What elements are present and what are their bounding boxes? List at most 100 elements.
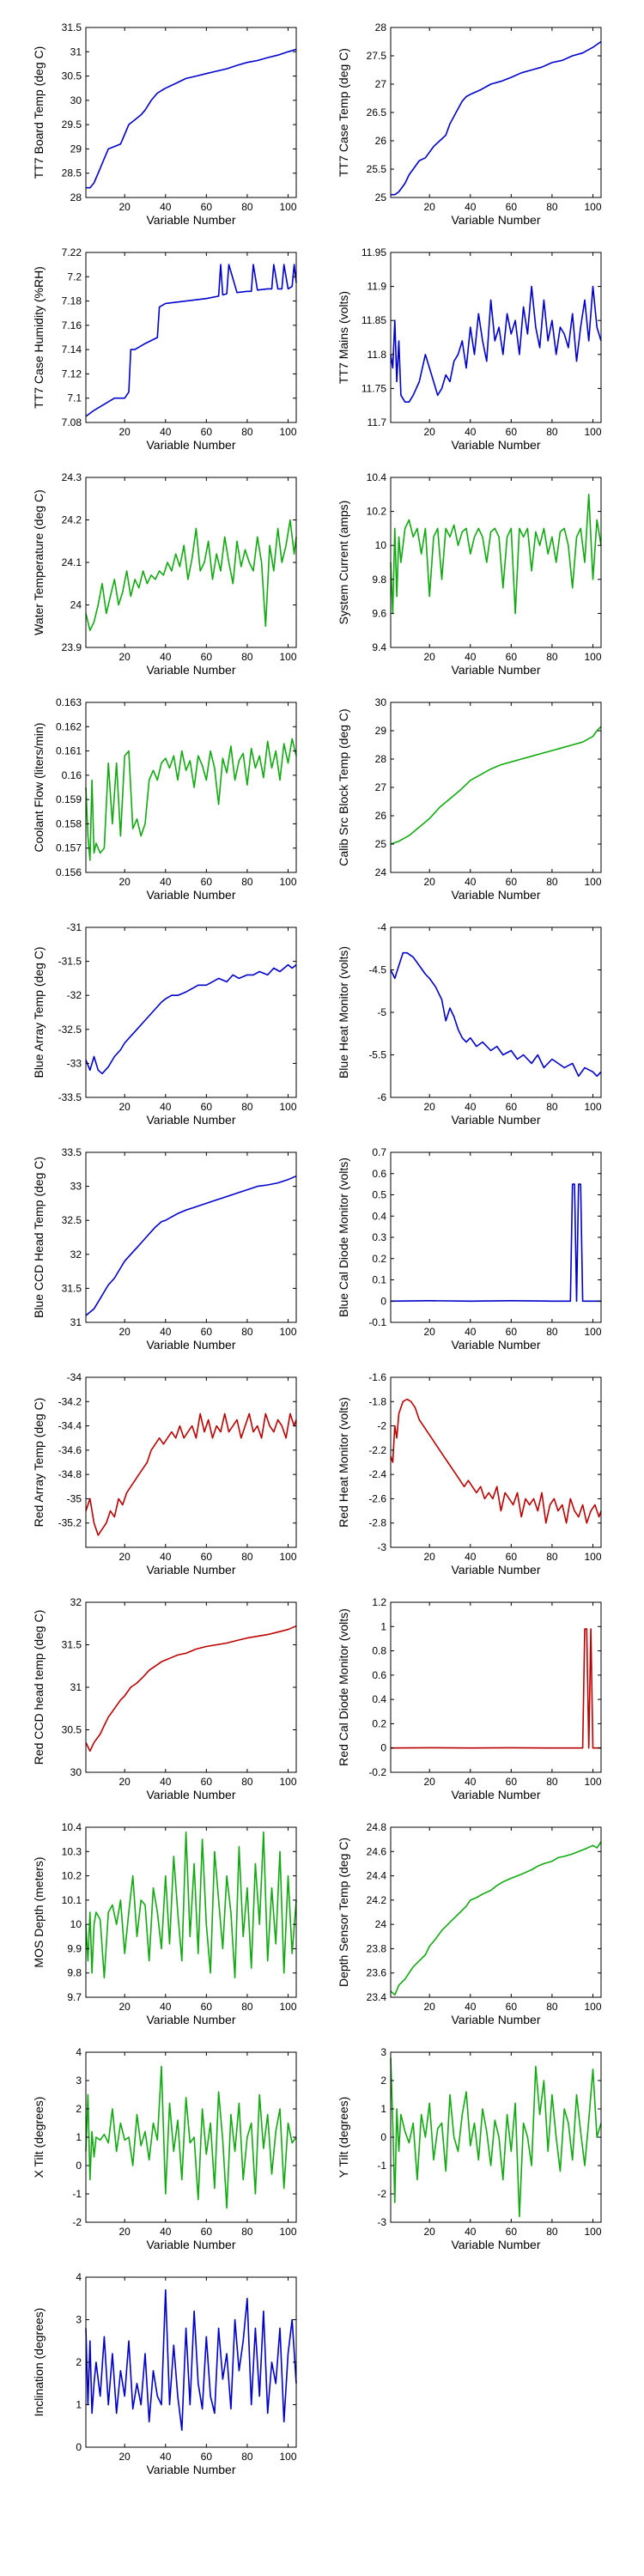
series-line	[85, 963, 297, 1075]
y-tick-label: 11.9	[368, 281, 387, 293]
y-tick-label: 28.5	[62, 167, 82, 179]
y-tick-label: 0.16	[62, 769, 82, 781]
y-tick-label: 2	[76, 2356, 82, 2368]
y-tick-label: -2	[377, 1420, 386, 1432]
x-tick-label: 60	[506, 876, 518, 888]
y-tick-label: -1	[72, 2188, 82, 2200]
y-tick-label: 3	[76, 2314, 82, 2326]
y-tick-label: 0.6	[372, 1669, 386, 1681]
plot-frame	[390, 927, 602, 1098]
chart-13: 20 40 60 80 100 -3 -2.8 -2.6 -2.4 -2.2 -2 -1.8 -1.6 V…	[337, 1371, 602, 1577]
x-axis-label: Variable Number	[146, 1113, 235, 1127]
x-tick-label: 20	[119, 876, 131, 888]
x-tick-label: 20	[424, 876, 436, 888]
y-tick-label: -32	[67, 989, 82, 1001]
x-axis-label: Variable Number	[146, 663, 235, 677]
y-tick-label: -34.8	[58, 1468, 82, 1480]
y-tick-label: -6	[377, 1091, 386, 1103]
y-tick-label: 23.6	[367, 1967, 387, 1979]
y-tick-label: -2.8	[368, 1517, 386, 1529]
x-axis-label: Variable Number	[146, 2463, 235, 2476]
series-line	[390, 1183, 601, 1303]
y-tick-label: -35	[67, 1492, 82, 1504]
y-axis-label: Red Heat Monitor (volts)	[337, 1397, 350, 1528]
y-axis-label: Depth Sensor Temp (deg C)	[337, 1838, 350, 1987]
x-tick-label: 20	[119, 1326, 131, 1338]
y-tick-label: 28	[70, 191, 82, 204]
y-tick-label: 11.7	[368, 416, 387, 428]
x-tick-label: 60	[201, 1101, 213, 1113]
y-tick-label: 24.3	[62, 471, 82, 483]
x-tick-label: 40	[160, 2001, 172, 2013]
y-tick-label: 0.2	[372, 1253, 386, 1265]
plot-frame	[85, 927, 297, 1098]
series-line	[390, 2057, 602, 2218]
series-line	[85, 2065, 297, 2209]
x-tick-label: 60	[201, 2226, 213, 2238]
series-line	[86, 48, 297, 189]
x-axis-label: Variable Number	[146, 2013, 235, 2026]
y-axis-label: Blue Array Temp (deg C)	[32, 946, 46, 1078]
y-axis-label: Red Array Temp (deg C)	[32, 1398, 46, 1528]
y-tick-label: 28	[375, 753, 387, 765]
x-tick-label: 80	[546, 1776, 558, 1788]
y-tick-label: 27	[375, 78, 387, 90]
y-tick-label: 30.5	[62, 70, 82, 82]
y-axis-label: TT7 Board Temp (deg C)	[32, 46, 46, 179]
x-tick-label: 60	[201, 426, 213, 438]
y-tick-label: 30	[70, 94, 82, 106]
x-tick-label: 100	[279, 1776, 296, 1788]
x-tick-label: 40	[160, 876, 172, 888]
y-tick-label: 7.12	[62, 368, 82, 380]
x-tick-label: 20	[119, 2451, 131, 2463]
x-tick-label: 40	[160, 201, 172, 213]
x-axis-label: Variable Number	[451, 2238, 540, 2251]
plot-frame	[85, 252, 297, 423]
x-tick-label: 100	[584, 876, 601, 888]
y-tick-label: 30	[70, 1766, 82, 1778]
y-tick-label: 11.85	[361, 314, 386, 326]
plot-frame	[390, 1151, 602, 1323]
y-tick-label: -0.2	[368, 1766, 386, 1778]
y-tick-label: 23.8	[367, 1942, 387, 1954]
y-tick-label: 9.9	[67, 1942, 82, 1954]
x-tick-label: 100	[279, 426, 296, 438]
x-tick-label: 100	[584, 651, 601, 663]
y-tick-label: 9.7	[67, 1991, 82, 2003]
x-tick-label: 40	[160, 651, 172, 663]
series-line	[390, 1398, 602, 1524]
x-tick-label: 60	[506, 1551, 518, 1563]
x-tick-label: 60	[506, 426, 518, 438]
y-tick-label: 4	[76, 2271, 82, 2283]
x-tick-label: 80	[241, 201, 253, 213]
chart-9: 20 40 60 80 100 -6 -5.5 -5 -4.5 -4 Variable Number…	[337, 921, 602, 1127]
x-tick-label: 20	[119, 1551, 131, 1563]
y-axis-label: TT7 Case Temp (deg C)	[337, 48, 350, 177]
y-tick-label: -32.5	[58, 1024, 82, 1036]
y-tick-label: 7.22	[62, 246, 82, 258]
y-tick-label: 30.5	[62, 1724, 82, 1736]
y-tick-label: -0.1	[368, 1316, 386, 1328]
y-axis-label: Calib Src Block Temp (deg C)	[337, 708, 350, 866]
series-line	[85, 1831, 297, 1979]
y-tick-label: 3	[380, 2046, 386, 2058]
y-axis-label: Water Temperature (deg C)	[32, 489, 46, 635]
y-tick-label: 10	[375, 539, 387, 551]
x-tick-label: 80	[546, 426, 558, 438]
x-tick-label: 60	[506, 651, 518, 663]
y-tick-label: -2	[72, 2216, 82, 2228]
y-tick-label: -34.6	[58, 1444, 82, 1456]
x-tick-label: 40	[160, 1551, 172, 1563]
y-tick-label: -34.4	[58, 1420, 82, 1432]
x-tick-label: 80	[241, 651, 253, 663]
series-line	[85, 1625, 297, 1753]
y-tick-label: 7.14	[62, 343, 82, 355]
y-axis-label: MOS Depth (meters)	[32, 1856, 46, 1967]
y-tick-label: 24.8	[367, 1821, 387, 1833]
x-tick-label: 80	[241, 2001, 253, 2013]
x-tick-label: 40	[465, 876, 477, 888]
y-axis-label: Inclination (degrees)	[32, 2308, 46, 2417]
x-tick-label: 40	[160, 1101, 172, 1113]
y-tick-label: 11.8	[368, 349, 387, 361]
y-tick-label: -3	[377, 2216, 386, 2228]
